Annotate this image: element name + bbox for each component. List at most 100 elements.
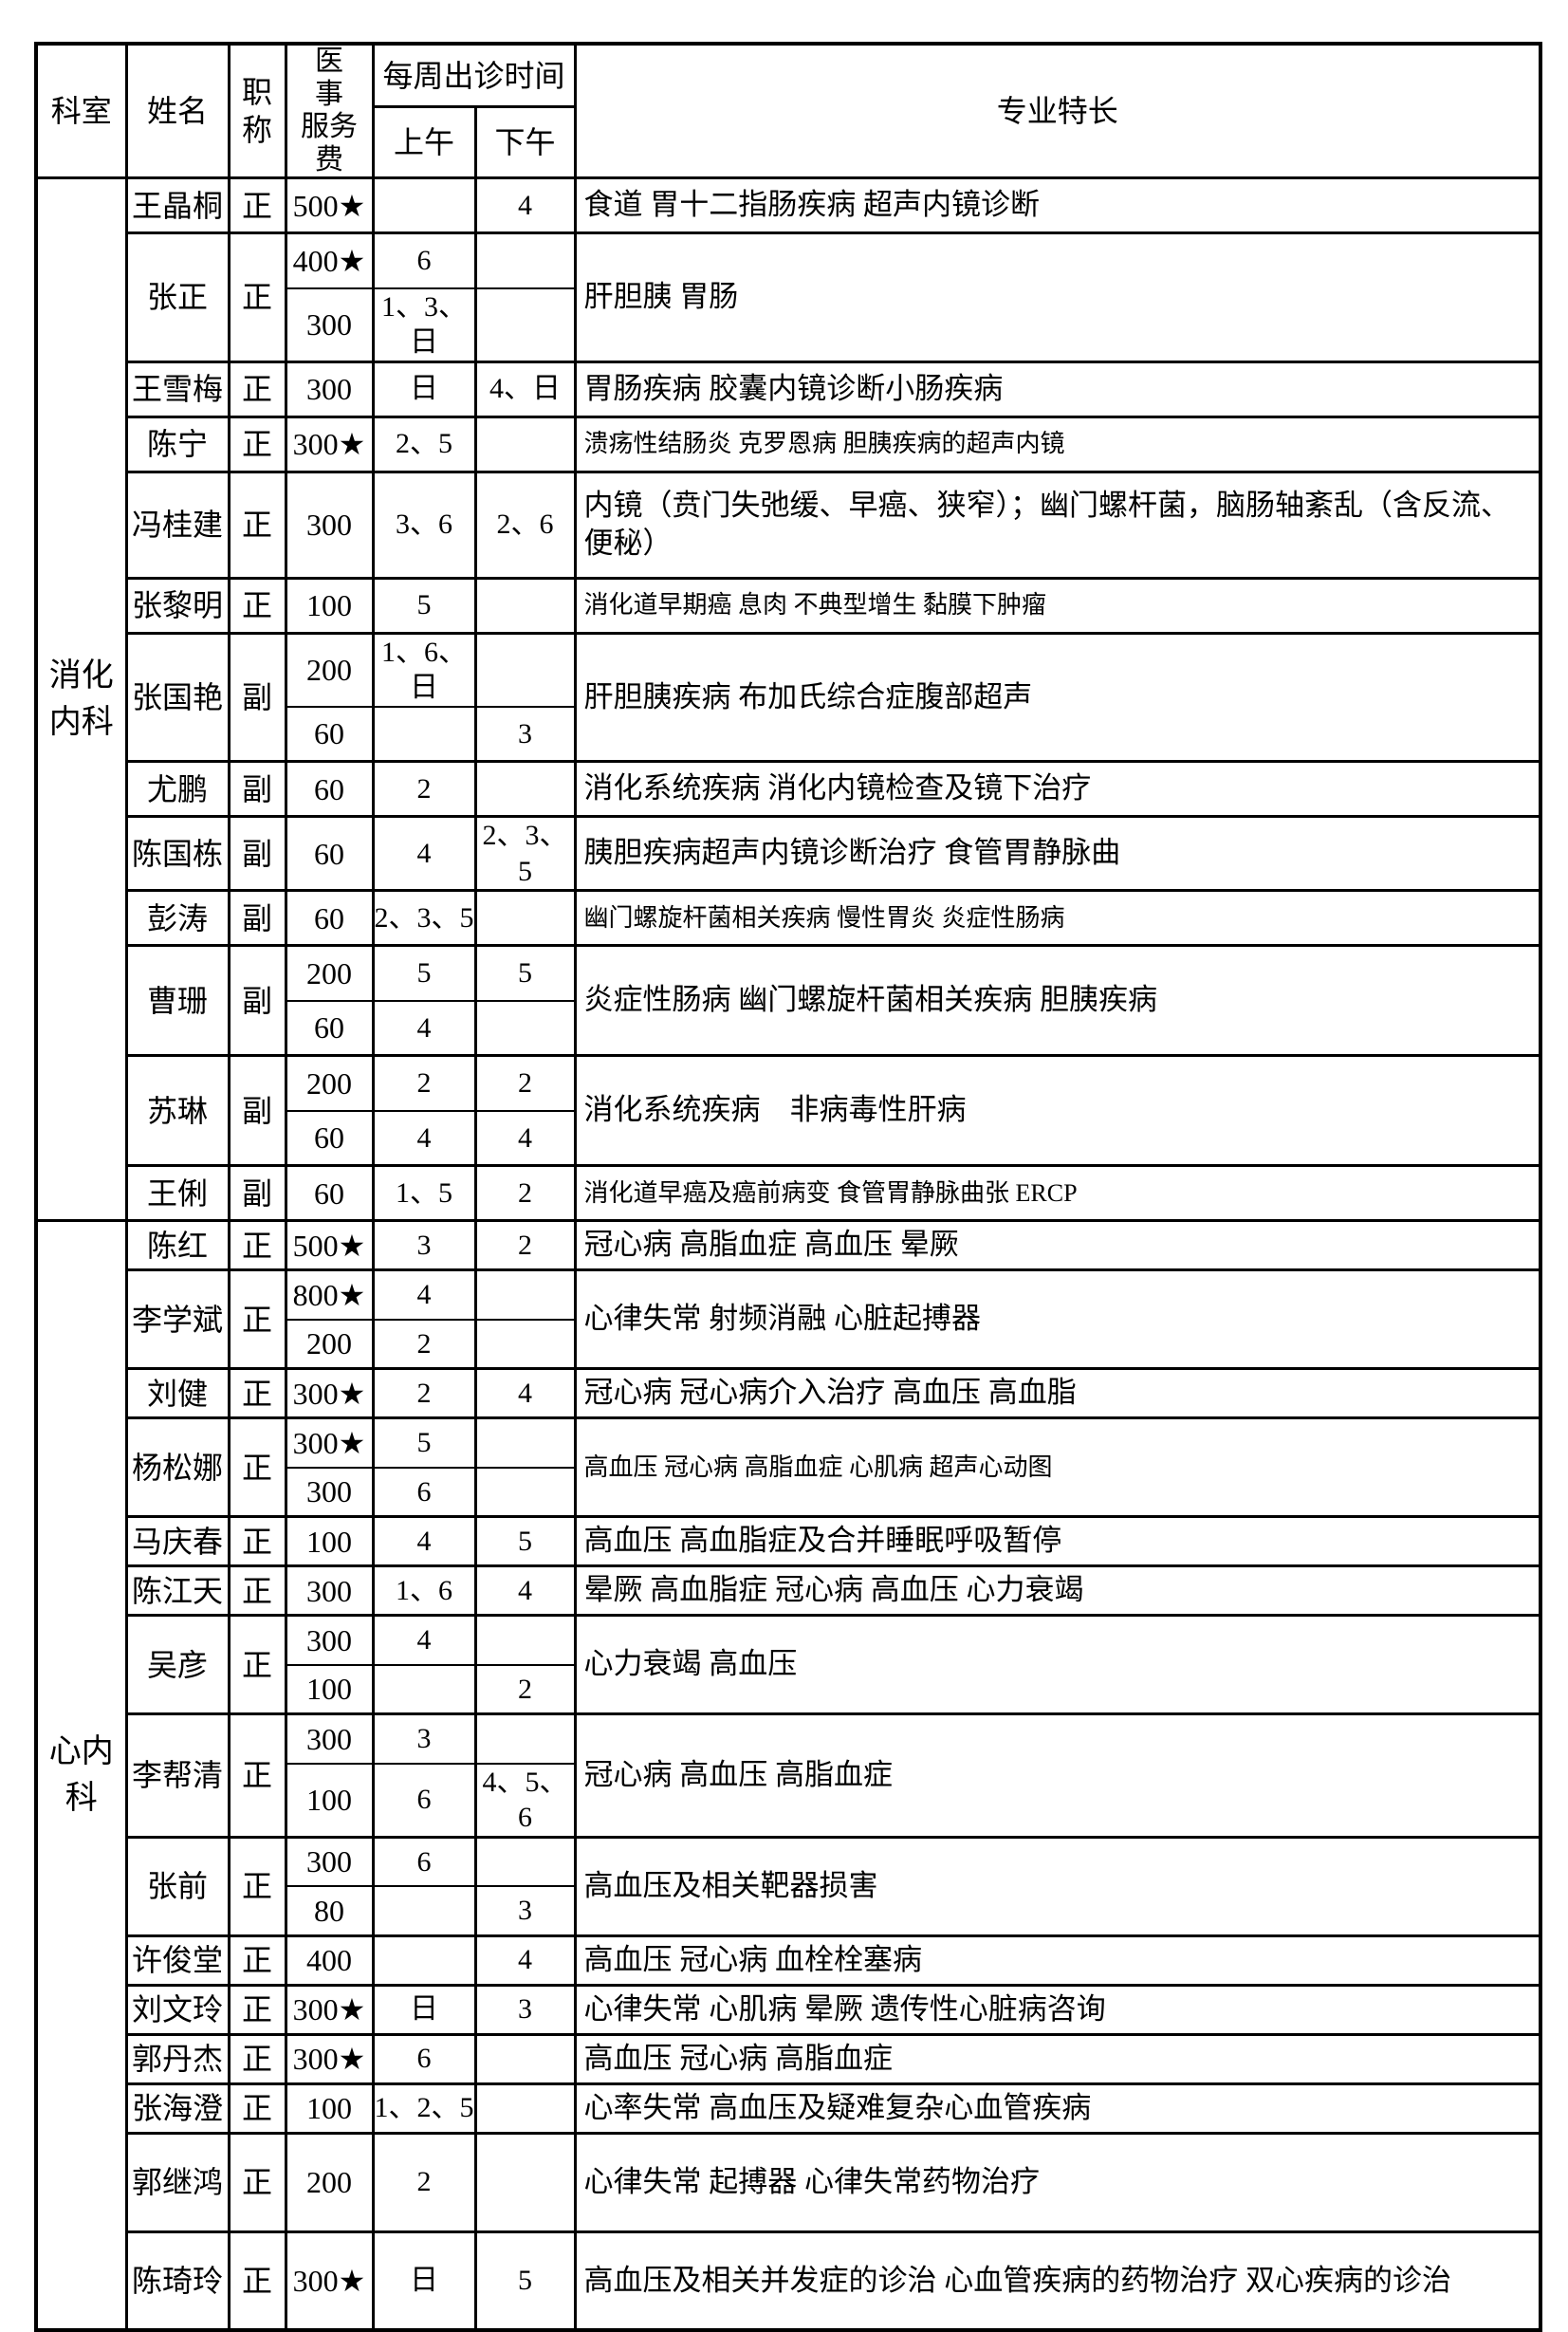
morning-cell: 3 bbox=[371, 1712, 477, 1765]
afternoon-cell: 5 bbox=[473, 2230, 577, 2332]
doctor-name-cell: 王晶桐 bbox=[124, 176, 231, 234]
doctor-title-cell: 正 bbox=[227, 415, 287, 473]
table-row: 李学斌正 800★ 4 心律失常 射频消融 心脏起搏器 bbox=[36, 1268, 1542, 1370]
afternoon-cell: 3 bbox=[473, 1885, 577, 1937]
morning-cell: 5 bbox=[371, 576, 477, 635]
doctor-title-cell: 正 bbox=[227, 1219, 287, 1271]
table-row: 郭继鸿正 200 2 心律失常 起搏器 心律失常药物治疗 bbox=[36, 2131, 1542, 2233]
table-row: 郭丹杰正 300★ 6 高血压 冠心病 高脂血症 bbox=[36, 2032, 1542, 2085]
specialty-cell: 冠心病 冠心病介入治疗 高血压 高血脂 bbox=[573, 1367, 1542, 1419]
specialty-cell: 内镜（贲门失弛缓、早癌、狭窄）；幽门螺杆菌，脑肠轴紊乱（含反流、便秘） bbox=[573, 470, 1542, 580]
header-morning: 上午 bbox=[371, 105, 477, 179]
table-row: 80 3 bbox=[36, 1885, 1540, 1937]
specialty-cell: 心率失常 高血压及疑难复杂心血管疾病 bbox=[573, 2082, 1542, 2135]
fee-cell: 300 bbox=[284, 360, 375, 418]
fee-cell: 60 bbox=[284, 1164, 375, 1222]
specialty-cell: 肝胆胰 胃肠 bbox=[573, 231, 1542, 363]
afternoon-cell: 3 bbox=[473, 1983, 577, 2036]
morning-cell: 6 bbox=[371, 1835, 477, 1887]
doctor-name-cell: 马庆春 bbox=[124, 1515, 231, 1567]
fee-cell: 60 bbox=[284, 760, 375, 818]
fee-cell: 300 bbox=[284, 1835, 375, 1887]
header-department: 科室 bbox=[34, 42, 128, 179]
fee-cell: 60 bbox=[284, 705, 375, 763]
table-row: 300 6 bbox=[36, 1466, 1540, 1518]
table-row: 消化内科 王晶桐正 500★ 4 食道 胃十二指肠疾病 超声内镜诊断 bbox=[34, 176, 1542, 1222]
header-schedule: 每周出诊时间 bbox=[371, 42, 577, 109]
table-row: 张前正 300 6 高血压及相关靶器损害 bbox=[36, 1835, 1542, 1937]
table-row: 杨松娜正 300★ 5 高血压 冠心病 高脂血症 心肌病 超声心动图 bbox=[36, 1416, 1542, 1518]
fee-cell: 300★ bbox=[284, 2032, 375, 2085]
table-row: 王俐副 60 1、5 2 消化道早癌及癌前病变 食管胃静脉曲张 ERCP bbox=[36, 1164, 1542, 1222]
table-row: 马庆春正 100 4 5 高血压 高血脂症及合并睡眠呼吸暂停 bbox=[36, 1515, 1542, 1567]
specialty-cell: 幽门螺旋杆菌相关疾病 慢性胃炎 炎症性肠病 bbox=[573, 889, 1542, 947]
afternoon-cell bbox=[473, 576, 577, 635]
morning-cell: 1、6、日 bbox=[371, 631, 477, 708]
afternoon-cell bbox=[473, 760, 577, 818]
fee-cell: 300★ bbox=[284, 1416, 375, 1469]
fee-cell: 800★ bbox=[284, 1268, 375, 1321]
afternoon-cell bbox=[473, 2131, 577, 2233]
doctor-title-cell: 正 bbox=[227, 576, 287, 635]
doctor-title-cell: 正 bbox=[227, 1515, 287, 1567]
afternoon-cell bbox=[473, 287, 577, 363]
doctor-title-cell: 正 bbox=[227, 1983, 287, 2036]
department-cell: 心内科 bbox=[34, 1219, 128, 2332]
fee-cell: 200 bbox=[284, 944, 375, 1002]
fee-cell: 200 bbox=[284, 631, 375, 708]
header-fee: 医 事 服务费 bbox=[284, 42, 375, 179]
doctor-name-cell: 郭丹杰 bbox=[124, 2032, 231, 2085]
afternoon-cell: 2、3、5 bbox=[473, 815, 577, 892]
afternoon-cell: 2 bbox=[473, 1164, 577, 1222]
specialty-cell: 高血压 冠心病 血栓栓塞病 bbox=[573, 1934, 1542, 1987]
specialty-cell: 食道 胃十二指肠疾病 超声内镜诊断 bbox=[573, 176, 1542, 234]
afternoon-cell bbox=[473, 1318, 577, 1370]
afternoon-cell bbox=[473, 1835, 577, 1887]
morning-cell: 4 bbox=[371, 999, 477, 1057]
doctor-title-cell: 副 bbox=[227, 1054, 287, 1167]
header-title: 职称 bbox=[227, 42, 287, 179]
doctor-name-cell: 李学斌 bbox=[124, 1268, 231, 1370]
specialty-cell: 溃疡性结肠炎 克罗恩病 胆胰疾病的超声内镜 bbox=[573, 415, 1542, 473]
table-row: 冯桂建正 300 3、6 2、6 内镜（贲门失弛缓、早癌、狭窄）；幽门螺杆菌，脑肠轴紊乱… bbox=[36, 470, 1542, 580]
fee-cell: 300 bbox=[284, 470, 375, 580]
doctor-title-cell: 正 bbox=[227, 1934, 287, 1987]
doctor-name-cell: 曹珊 bbox=[124, 944, 231, 1057]
doctor-name-cell: 陈红 bbox=[124, 1219, 231, 1271]
afternoon-cell bbox=[473, 1614, 577, 1666]
fee-cell: 100 bbox=[284, 576, 375, 635]
morning-cell: 2 bbox=[371, 2131, 477, 2233]
doctor-title-cell: 正 bbox=[227, 2131, 287, 2233]
afternoon-cell bbox=[473, 889, 577, 947]
afternoon-cell bbox=[473, 1416, 577, 1469]
fee-cell: 500★ bbox=[284, 1219, 375, 1271]
afternoon-cell bbox=[473, 231, 577, 289]
morning-cell: 日 bbox=[371, 360, 477, 418]
afternoon-cell: 4、日 bbox=[473, 360, 577, 418]
specialty-cell: 高血压 高血脂症及合并睡眠呼吸暂停 bbox=[573, 1515, 1542, 1567]
fee-cell: 300 bbox=[284, 1712, 375, 1765]
doctor-name-cell: 张正 bbox=[124, 231, 231, 363]
table-row: 心内科 陈红正 500★ 3 2 冠心病 高脂血症 高血压 晕厥 bbox=[34, 1219, 1542, 2332]
doctor-title-cell: 正 bbox=[227, 176, 287, 234]
morning-cell: 1、2、5 bbox=[371, 2082, 477, 2135]
table-row: 陈琦玲正 300★ 日 5 高血压及相关并发症的诊治 心血管疾病的药物治疗 双心疾病的诊… bbox=[36, 2230, 1542, 2332]
morning-cell: 2 bbox=[371, 760, 477, 818]
afternoon-cell bbox=[473, 999, 577, 1057]
table-row: 李帮清正 300 3 冠心病 高血压 高脂血症 bbox=[36, 1712, 1542, 1839]
table-row: 王雪梅正 300 日 4、日 胃肠疾病 胶囊内镜诊断小肠疾病 bbox=[36, 360, 1542, 418]
table-row: 陈宁正 300★ 2、5 溃疡性结肠炎 克罗恩病 胆胰疾病的超声内镜 bbox=[36, 415, 1542, 473]
doctor-title-cell: 正 bbox=[227, 1614, 287, 1715]
fee-cell: 400 bbox=[284, 1934, 375, 1987]
specialty-cell: 晕厥 高血脂症 冠心病 高血压 心力衰竭 bbox=[573, 1564, 1542, 1617]
doctor-name-cell: 陈国栋 bbox=[124, 815, 231, 892]
doctor-title-cell: 正 bbox=[227, 1268, 287, 1370]
doctor-title-cell: 正 bbox=[227, 1367, 287, 1419]
afternoon-cell: 4 bbox=[473, 1367, 577, 1419]
doctor-name-cell: 王俐 bbox=[124, 1164, 231, 1222]
fee-cell: 100 bbox=[284, 1663, 375, 1715]
doctor-name-cell: 陈江天 bbox=[124, 1564, 231, 1617]
fee-cell: 200 bbox=[284, 1318, 375, 1370]
specialty-cell: 心律失常 射频消融 心脏起搏器 bbox=[573, 1268, 1542, 1370]
afternoon-cell: 4、5、6 bbox=[473, 1762, 577, 1839]
